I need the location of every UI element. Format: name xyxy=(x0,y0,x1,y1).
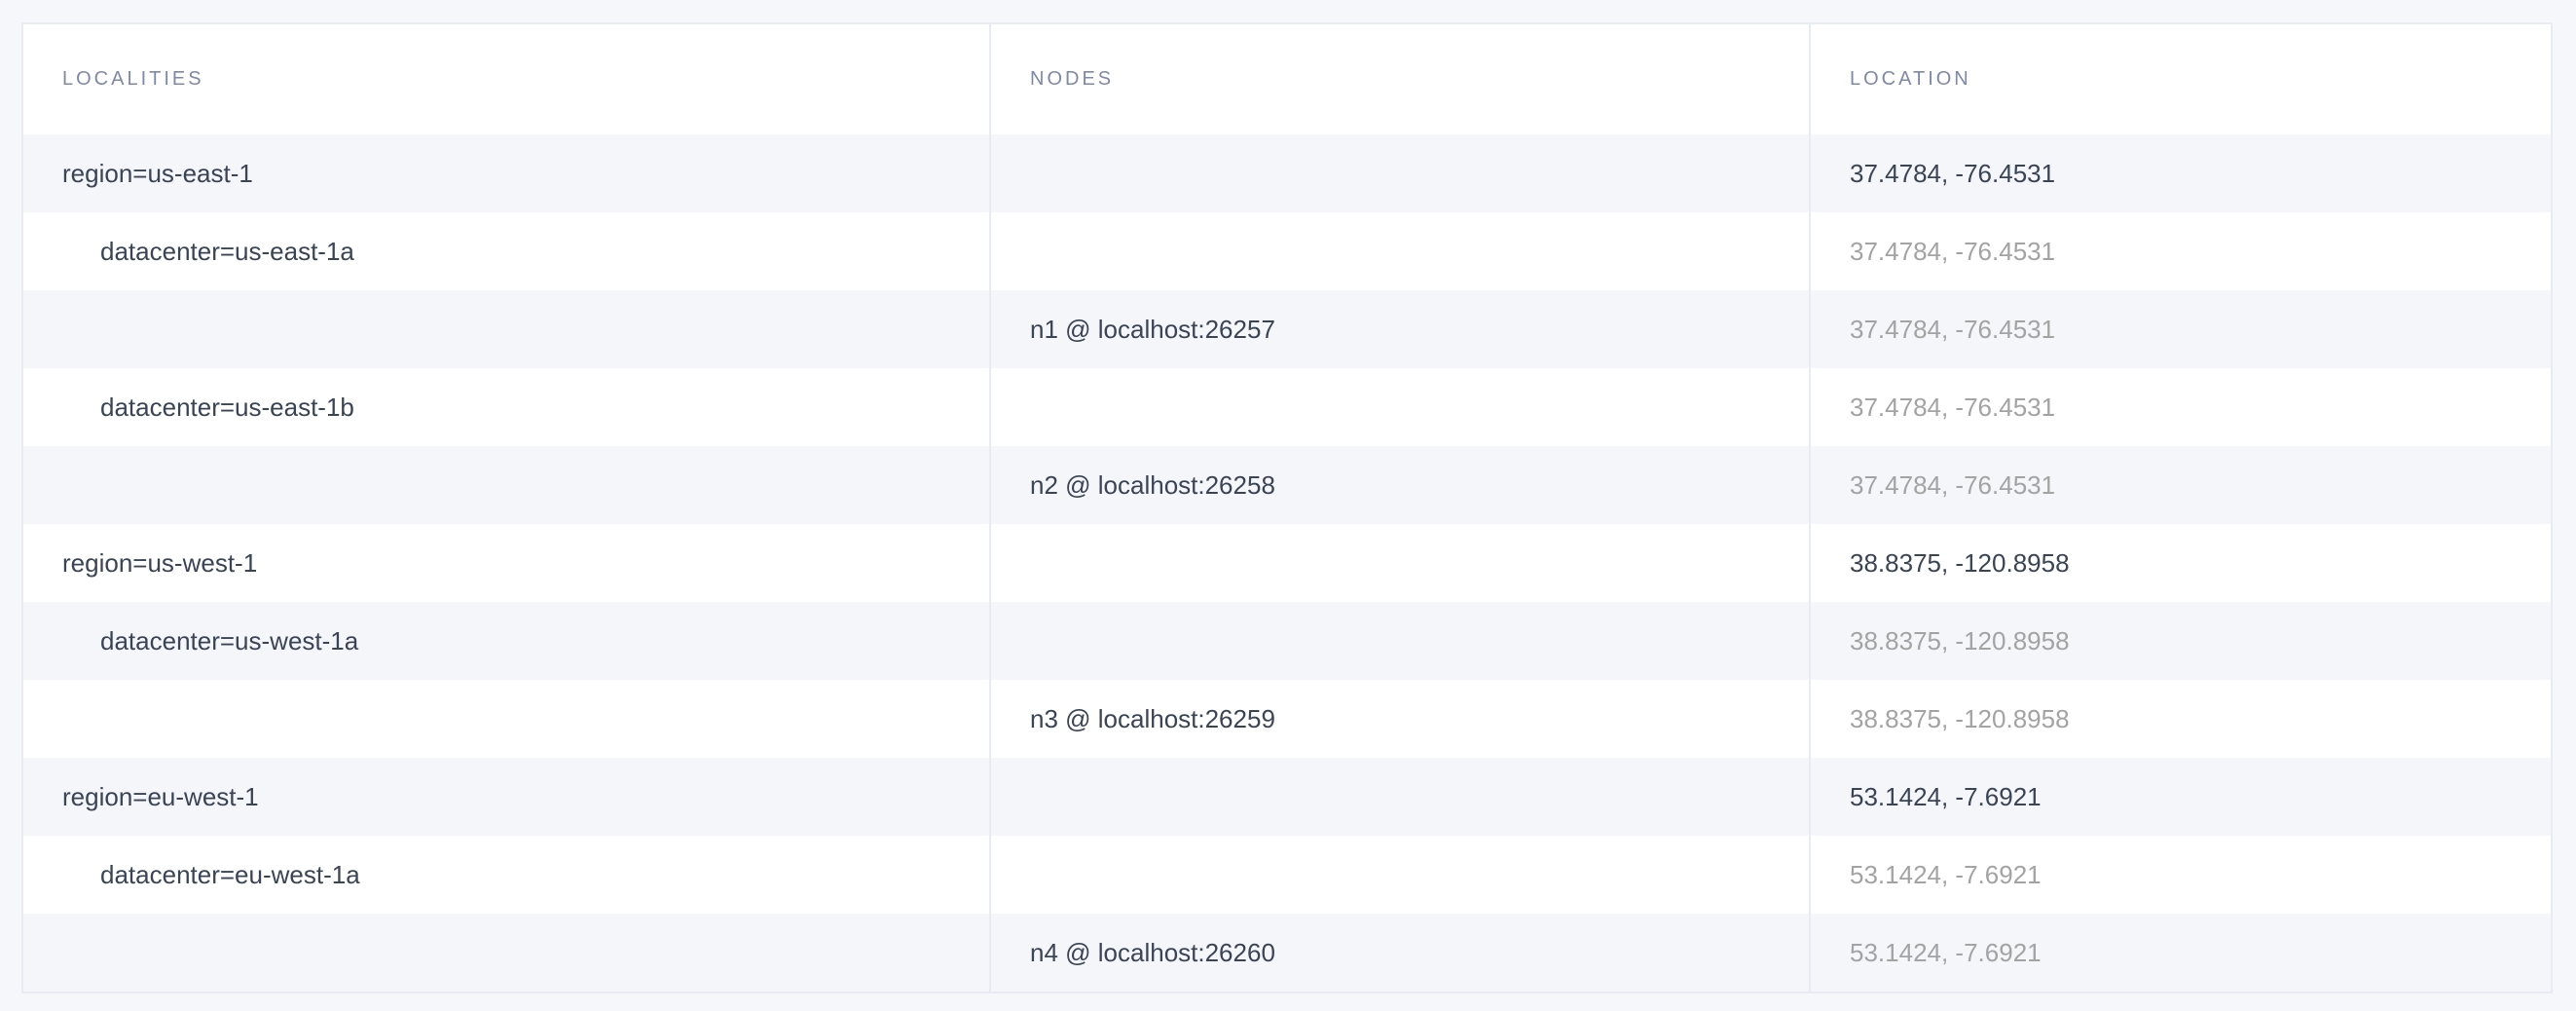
locality-cell: datacenter=us-east-1b xyxy=(100,392,354,422)
locality-cell: region=eu-west-1 xyxy=(22,758,990,836)
node-cell xyxy=(989,758,1810,836)
location-cell: 37.4784, -76.4531 xyxy=(1809,212,2552,290)
table-row: region=eu-west-1 53.1424, -7.6921 xyxy=(22,758,2552,836)
table-row: n3 @ localhost:26259 38.8375, -120.8958 xyxy=(22,680,2552,758)
location-cell: 37.4784, -76.4531 xyxy=(1809,134,2552,212)
location-cell: 53.1424, -7.6921 xyxy=(1809,836,2552,914)
node-cell xyxy=(989,368,1810,446)
localities-table: LOCALITIES NODES LOCATION region=us-east… xyxy=(21,22,2553,993)
table-row: datacenter=us-west-1a 38.8375, -120.8958 xyxy=(22,602,2552,680)
location-cell: 37.4784, -76.4531 xyxy=(1809,290,2552,368)
location-cell: 37.4784, -76.4531 xyxy=(1809,368,2552,446)
table-row: n4 @ localhost:26260 53.1424, -7.6921 xyxy=(22,914,2552,992)
location-cell: 53.1424, -7.6921 xyxy=(1809,914,2552,992)
table-row: n1 @ localhost:26257 37.4784, -76.4531 xyxy=(22,290,2552,368)
node-cell xyxy=(989,524,1810,602)
node-cell: n3 @ localhost:26259 xyxy=(989,680,1810,758)
location-cell: 38.8375, -120.8958 xyxy=(1809,680,2552,758)
table-row: region=us-east-1 37.4784, -76.4531 xyxy=(22,134,2552,212)
locality-cell xyxy=(22,290,990,368)
node-cell: n4 @ localhost:26260 xyxy=(989,914,1810,992)
location-cell: 38.8375, -120.8958 xyxy=(1809,602,2552,680)
locality-cell xyxy=(22,914,990,992)
table-row: n2 @ localhost:26258 37.4784, -76.4531 xyxy=(22,446,2552,524)
table-row: datacenter=us-east-1b 37.4784, -76.4531 xyxy=(22,368,2552,446)
locality-cell: region=us-east-1 xyxy=(22,134,990,212)
location-cell: 53.1424, -7.6921 xyxy=(1809,758,2552,836)
column-header-location: LOCATION xyxy=(1809,23,2552,134)
node-cell xyxy=(989,134,1810,212)
location-cell: 38.8375, -120.8958 xyxy=(1809,524,2552,602)
column-header-localities: LOCALITIES xyxy=(62,68,204,90)
table-row: region=us-west-1 38.8375, -120.8958 xyxy=(22,524,2552,602)
table-header-row: LOCALITIES NODES LOCATION xyxy=(22,23,2552,134)
location-cell: 37.4784, -76.4531 xyxy=(1809,446,2552,524)
table-row: datacenter=eu-west-1a 53.1424, -7.6921 xyxy=(22,836,2552,914)
node-cell xyxy=(989,602,1810,680)
node-cell xyxy=(989,836,1810,914)
node-cell xyxy=(989,212,1810,290)
locality-cell xyxy=(22,446,990,524)
locality-cell: datacenter=eu-west-1a xyxy=(100,859,360,889)
node-cell: n1 @ localhost:26257 xyxy=(989,290,1810,368)
table-row: datacenter=us-east-1a 37.4784, -76.4531 xyxy=(22,212,2552,290)
locality-cell: datacenter=us-east-1a xyxy=(100,236,354,266)
locality-cell: datacenter=us-west-1a xyxy=(22,602,990,680)
column-header-nodes: NODES xyxy=(989,23,1810,134)
locality-cell: region=us-west-1 xyxy=(62,547,258,578)
locality-cell xyxy=(22,680,990,758)
node-cell: n2 @ localhost:26258 xyxy=(989,446,1810,524)
